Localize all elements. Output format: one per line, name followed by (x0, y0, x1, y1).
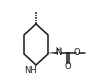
Text: H: H (56, 47, 61, 53)
Text: O: O (65, 62, 71, 71)
Polygon shape (48, 52, 58, 54)
Text: NH: NH (24, 66, 37, 75)
Text: O: O (73, 48, 80, 57)
Text: N: N (55, 48, 62, 57)
